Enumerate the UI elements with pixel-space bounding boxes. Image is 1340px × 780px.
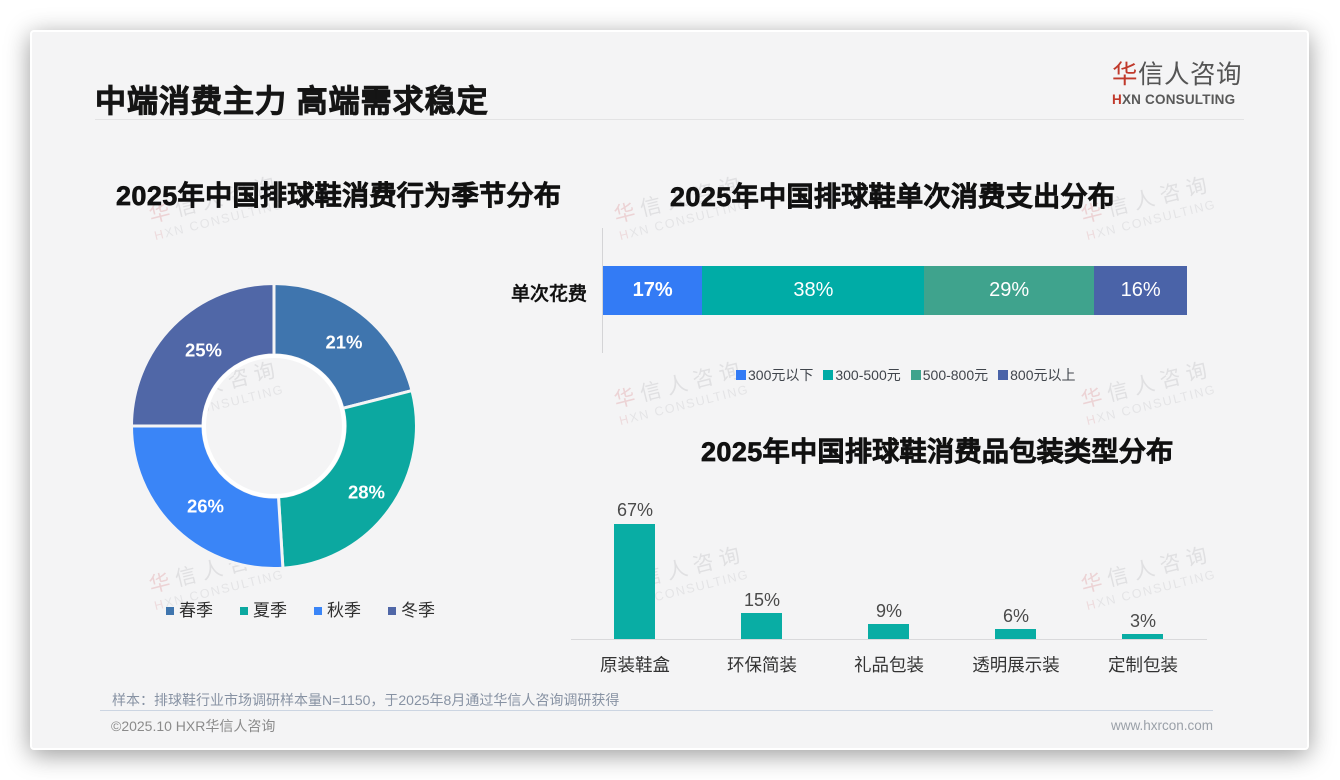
svg-text:28%: 28%: [348, 481, 385, 502]
svg-text:25%: 25%: [185, 339, 222, 360]
svg-text:21%: 21%: [325, 332, 362, 353]
svg-text:26%: 26%: [187, 495, 224, 516]
